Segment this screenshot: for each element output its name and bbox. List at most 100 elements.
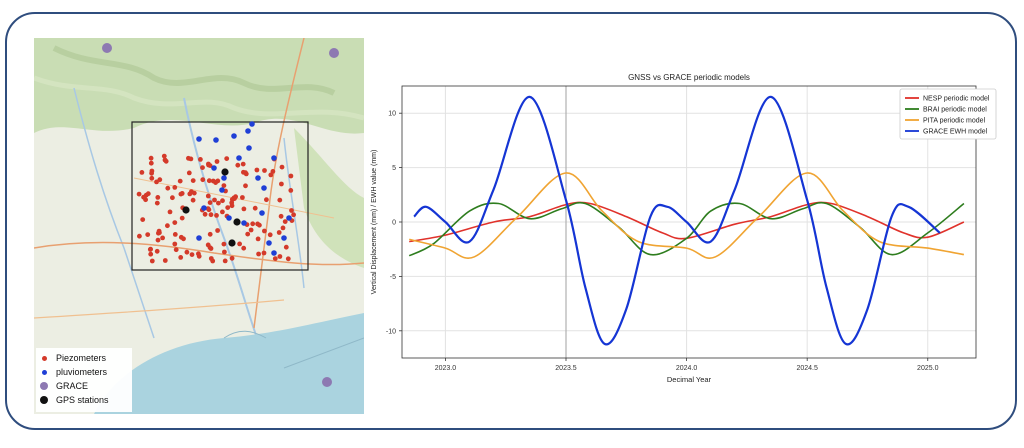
piezometer-marker <box>280 225 286 231</box>
pluviometer-marker <box>271 155 277 161</box>
y-tick-label: -10 <box>386 328 396 335</box>
piezometer-marker <box>145 232 151 238</box>
gps-station-marker <box>233 218 241 226</box>
piezometer-marker <box>179 191 185 196</box>
piezometer-marker <box>222 258 228 264</box>
piezometer-marker <box>190 178 196 184</box>
pluviometer-marker <box>201 205 207 211</box>
pluviometer-marker <box>231 133 237 139</box>
piezometer-marker <box>277 197 283 203</box>
piezometer-marker <box>264 197 269 203</box>
piezometer-marker <box>147 247 153 252</box>
piezometer-marker <box>268 172 274 178</box>
piezometer-marker <box>148 155 154 161</box>
y-tick-label: 0 <box>392 220 396 227</box>
x-tick-label: 2024.5 <box>796 365 818 372</box>
piezometer-marker <box>220 198 225 204</box>
piezometer-marker <box>288 173 294 179</box>
piezometer-marker <box>161 153 167 159</box>
pluviometer-marker <box>259 210 265 216</box>
piezometer-marker <box>212 197 217 203</box>
pluviometer-marker <box>281 235 287 241</box>
pluviometer-marker <box>221 175 227 181</box>
piezometer-marker <box>243 171 249 177</box>
piezometer-marker <box>202 211 208 217</box>
piezometer-marker <box>240 161 246 167</box>
piezometer-marker <box>252 205 258 211</box>
pluviometer-marker <box>226 215 232 221</box>
legend-label: GPS stations <box>56 395 109 405</box>
piezometer-marker <box>196 251 201 257</box>
piezometer-marker <box>162 258 168 263</box>
gps-station-marker <box>221 168 229 176</box>
legend-label-brai: BRAI periodic model <box>923 107 987 114</box>
piezometer-marker <box>215 228 221 233</box>
blue-dot-icon <box>42 369 47 375</box>
piezometer-marker <box>216 200 221 206</box>
piezometer-marker <box>178 234 184 240</box>
legend-label-nesp: NESP periodic model <box>923 96 990 103</box>
legend-item-gps-stations: GPS stations <box>40 394 109 406</box>
piezometer-marker <box>206 178 212 184</box>
piezometer-marker <box>207 245 213 251</box>
piezometer-marker <box>261 250 267 256</box>
pluviometer-marker <box>271 250 277 256</box>
piezometer-marker <box>162 157 168 163</box>
black-dot-icon <box>40 396 48 404</box>
piezometer-marker <box>186 170 192 176</box>
legend-item-pluviometers: pluviometers <box>40 366 107 378</box>
x-axis-label: Decimal Year <box>667 375 712 384</box>
piezometer-marker <box>243 183 248 189</box>
piezometer-marker <box>141 194 146 200</box>
piezometer-marker <box>139 170 145 175</box>
piezometer-marker <box>189 189 194 195</box>
piezometer-marker <box>167 209 173 215</box>
legend-item-grace: GRACE <box>40 380 88 392</box>
pluviometer-marker <box>266 240 272 246</box>
piezometer-marker <box>241 206 247 212</box>
pluviometer-marker <box>261 185 267 191</box>
piezometer-marker <box>154 200 160 206</box>
x-tick-label: 2023.0 <box>435 365 457 372</box>
pluviometer-marker <box>241 220 247 226</box>
gps-station-marker <box>182 206 190 214</box>
map-drawing <box>34 38 364 414</box>
piezometer-marker <box>291 212 296 218</box>
piezometer-marker <box>254 167 260 173</box>
piezometer-marker <box>256 251 261 257</box>
piezometer-marker <box>248 227 254 233</box>
piezometer-marker <box>289 208 294 213</box>
pluviometer-marker <box>249 121 255 127</box>
legend-label: GRACE <box>56 381 89 391</box>
piezometer-marker <box>235 162 241 168</box>
chart-legend-box <box>899 88 997 140</box>
piezometer-marker <box>214 213 219 218</box>
piezometer-marker <box>277 254 283 259</box>
piezometer-marker <box>285 256 291 262</box>
piezometer-marker <box>213 180 219 186</box>
piezometer-marker <box>184 249 190 255</box>
y-axis-label: Vertical Displacement (mm) / EWH value (… <box>371 150 378 295</box>
pluviometer-marker <box>236 155 242 161</box>
legend-label-grace: GRACE EWH model <box>923 129 988 136</box>
series-line-grace <box>413 95 941 346</box>
piezometer-marker <box>221 241 227 247</box>
piezometer-marker <box>155 237 161 243</box>
piezometer-marker <box>272 256 278 261</box>
x-tick-label: 2023.5 <box>555 365 577 372</box>
piezometer-marker <box>165 185 171 191</box>
piezometer-marker <box>155 195 161 200</box>
piezometer-marker <box>241 245 247 251</box>
y-tick-label: -5 <box>390 274 396 281</box>
piezometer-marker <box>270 169 276 174</box>
pluviometer-marker <box>211 165 217 171</box>
piezometer-marker <box>278 213 284 219</box>
piezometer-marker <box>149 175 155 181</box>
piezometer-marker <box>233 194 239 200</box>
piezometer-marker <box>148 251 154 257</box>
piezometer-marker <box>267 232 273 238</box>
piezometer-marker <box>160 235 165 241</box>
piezometer-marker <box>188 156 194 162</box>
pluviometer-marker <box>196 136 202 142</box>
piezometer-marker <box>137 233 142 239</box>
